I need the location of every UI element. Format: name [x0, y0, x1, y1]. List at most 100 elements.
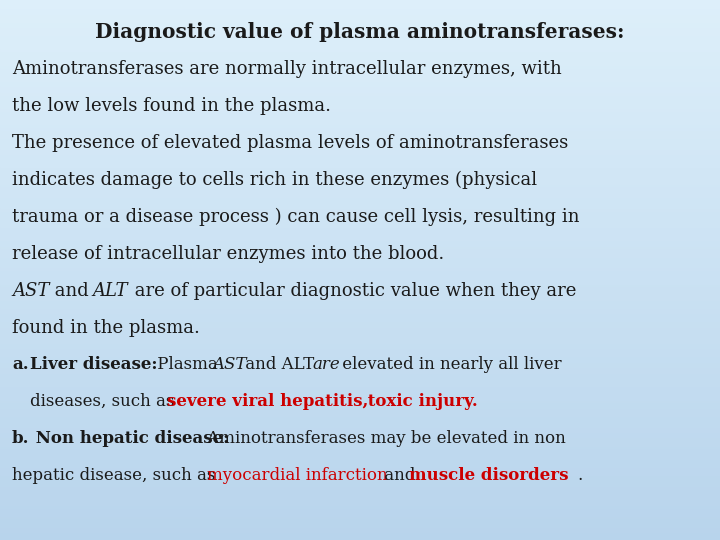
- Bar: [0, 486, 720, 489]
- Bar: [0, 346, 720, 348]
- Bar: [0, 494, 720, 497]
- Bar: [0, 364, 720, 367]
- Bar: [0, 537, 720, 540]
- Bar: [0, 151, 720, 154]
- Bar: [0, 432, 720, 435]
- Bar: [0, 319, 720, 321]
- Bar: [0, 373, 720, 375]
- Bar: [0, 170, 720, 173]
- Bar: [0, 259, 720, 262]
- Bar: [0, 11, 720, 14]
- Bar: [0, 30, 720, 32]
- Bar: [0, 340, 720, 343]
- Text: myocardial infarction: myocardial infarction: [207, 467, 387, 484]
- Bar: [0, 78, 720, 81]
- Bar: [0, 475, 720, 478]
- Text: .: .: [577, 467, 582, 484]
- Bar: [0, 154, 720, 157]
- Bar: [0, 481, 720, 483]
- Bar: [0, 405, 720, 408]
- Text: Plasma: Plasma: [152, 356, 223, 373]
- Bar: [0, 167, 720, 170]
- Bar: [0, 14, 720, 16]
- Bar: [0, 135, 720, 138]
- Bar: [0, 254, 720, 256]
- Bar: [0, 448, 720, 451]
- Bar: [0, 427, 720, 429]
- Text: are: are: [312, 356, 340, 373]
- Bar: [0, 243, 720, 246]
- Bar: [0, 232, 720, 235]
- Bar: [0, 305, 720, 308]
- Bar: [0, 524, 720, 526]
- Bar: [0, 394, 720, 397]
- Bar: [0, 16, 720, 19]
- Bar: [0, 408, 720, 410]
- Bar: [0, 146, 720, 148]
- Bar: [0, 22, 720, 24]
- Bar: [0, 281, 720, 284]
- Bar: [0, 132, 720, 135]
- Bar: [0, 278, 720, 281]
- Bar: [0, 338, 720, 340]
- Bar: [0, 284, 720, 286]
- Bar: [0, 100, 720, 103]
- Bar: [0, 208, 720, 211]
- Bar: [0, 392, 720, 394]
- Bar: [0, 535, 720, 537]
- Bar: [0, 313, 720, 316]
- Bar: [0, 292, 720, 294]
- Text: toxic injury.: toxic injury.: [362, 393, 478, 410]
- Bar: [0, 400, 720, 402]
- Bar: [0, 178, 720, 181]
- Bar: [0, 84, 720, 86]
- Bar: [0, 308, 720, 310]
- Bar: [0, 103, 720, 105]
- Text: severe viral hepatitis,: severe viral hepatitis,: [167, 393, 369, 410]
- Bar: [0, 316, 720, 319]
- Text: release of intracellular enzymes into the blood.: release of intracellular enzymes into th…: [12, 245, 444, 263]
- Bar: [0, 35, 720, 38]
- Bar: [0, 159, 720, 162]
- Bar: [0, 40, 720, 43]
- Bar: [0, 238, 720, 240]
- Bar: [0, 108, 720, 111]
- Bar: [0, 335, 720, 338]
- Bar: [0, 202, 720, 205]
- Bar: [0, 0, 720, 3]
- Bar: [0, 416, 720, 418]
- Bar: [0, 194, 720, 197]
- Bar: [0, 321, 720, 324]
- Bar: [0, 143, 720, 146]
- Text: and: and: [49, 282, 94, 300]
- Bar: [0, 130, 720, 132]
- Bar: [0, 186, 720, 189]
- Bar: [0, 46, 720, 49]
- Bar: [0, 359, 720, 362]
- Bar: [0, 162, 720, 165]
- Bar: [0, 389, 720, 392]
- Bar: [0, 286, 720, 289]
- Text: indicates damage to cells rich in these enzymes (physical: indicates damage to cells rich in these …: [12, 171, 537, 189]
- Bar: [0, 367, 720, 370]
- Bar: [0, 192, 720, 194]
- Text: the low levels found in the plasma.: the low levels found in the plasma.: [12, 97, 331, 115]
- Bar: [0, 224, 720, 227]
- Bar: [0, 489, 720, 491]
- Bar: [0, 402, 720, 405]
- Text: hepatic disease, such as: hepatic disease, such as: [12, 467, 220, 484]
- Bar: [0, 24, 720, 27]
- Bar: [0, 73, 720, 76]
- Bar: [0, 421, 720, 424]
- Bar: [0, 267, 720, 270]
- Bar: [0, 81, 720, 84]
- Bar: [0, 265, 720, 267]
- Text: trauma or a disease process ) can cause cell lysis, resulting in: trauma or a disease process ) can cause …: [12, 208, 580, 226]
- Bar: [0, 410, 720, 413]
- Bar: [0, 49, 720, 51]
- Text: AST: AST: [212, 356, 246, 373]
- Bar: [0, 124, 720, 127]
- Bar: [0, 32, 720, 35]
- Text: a.: a.: [12, 356, 29, 373]
- Bar: [0, 310, 720, 313]
